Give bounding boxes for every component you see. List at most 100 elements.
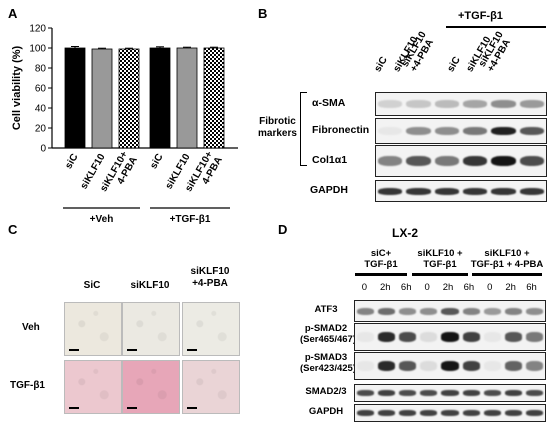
scale-bar — [127, 349, 137, 351]
group-label: siKLF10 + TGF-β1 — [417, 248, 463, 270]
blot-strip — [354, 384, 546, 402]
blot-strip — [375, 92, 547, 116]
y-tick-label: 60 — [35, 84, 47, 95]
micrograph-tile — [64, 302, 122, 356]
panel-a-letter: A — [8, 6, 18, 21]
band — [399, 390, 417, 396]
band — [378, 100, 403, 108]
band — [441, 410, 459, 416]
blot-strip — [375, 145, 547, 177]
band — [462, 332, 480, 342]
group-label: +TGF-β1 — [170, 214, 211, 225]
band — [504, 361, 522, 371]
band — [406, 187, 431, 195]
band — [406, 100, 431, 108]
micrograph-tile — [122, 302, 180, 356]
band — [525, 390, 543, 396]
blot-strip — [354, 352, 546, 380]
band — [378, 332, 396, 342]
band — [357, 361, 375, 371]
band — [434, 155, 459, 167]
timepoint-label: 0 — [361, 282, 368, 293]
western-blot-b: +TGF-β1 siC siKLF10 siKLF10 +4-PBA siC siKLF10… — [0, 0, 550, 215]
row-label: GAPDH — [310, 184, 348, 196]
band — [519, 100, 544, 108]
scale-bar — [69, 407, 79, 409]
row-label: ATF3 — [314, 304, 338, 315]
row-label: p-SMAD3 (Ser423/425) — [300, 352, 356, 374]
group-label: +Veh — [90, 214, 114, 225]
marker-bracket — [300, 92, 307, 166]
column-label: siKLF10 — [130, 280, 170, 291]
timepoint-label: 6h — [526, 282, 537, 293]
band — [462, 410, 480, 416]
scale-bar — [187, 349, 197, 351]
band — [491, 100, 516, 108]
row-label: α-SMA — [312, 97, 346, 109]
treatment-label: +TGF-β1 — [458, 10, 503, 22]
scale-bar — [187, 407, 197, 409]
group-line — [355, 273, 407, 276]
band — [378, 126, 403, 136]
row-label: Fibronectin — [312, 124, 370, 136]
blot-strip — [354, 323, 546, 351]
band — [525, 307, 543, 315]
band — [525, 410, 543, 416]
band — [519, 155, 544, 167]
band — [525, 332, 543, 342]
band — [462, 361, 480, 371]
band — [399, 307, 417, 315]
band — [406, 126, 431, 136]
timepoint-label: 6h — [463, 282, 475, 293]
band — [420, 361, 438, 371]
group-line — [472, 273, 542, 276]
y-tick-label: 0 — [40, 144, 46, 155]
band — [420, 390, 438, 396]
row-label: p-SMAD2 (Ser465/467) — [300, 323, 356, 345]
column-label: SiC — [83, 280, 101, 291]
band — [378, 390, 396, 396]
micrograph-tile — [182, 302, 240, 356]
band — [491, 187, 516, 195]
band — [463, 126, 488, 136]
row-label: SMAD2/3 — [305, 386, 347, 397]
band — [378, 361, 396, 371]
band — [378, 187, 403, 195]
histology-grid: SiC siKLF10 siKLF10 +4-PBA Veh TGF-β1 — [10, 266, 240, 414]
band — [399, 410, 417, 416]
timepoint-label: 2h — [380, 282, 391, 293]
y-tick-label: 20 — [35, 124, 47, 135]
band — [434, 187, 459, 195]
treatment-line — [446, 26, 546, 28]
band — [483, 332, 501, 342]
panel-b-letter: B — [258, 6, 268, 21]
band — [406, 155, 431, 167]
y-tick-label: 80 — [35, 64, 47, 75]
band — [357, 332, 375, 342]
group-line — [412, 273, 468, 276]
y-tick-label: 40 — [35, 104, 47, 115]
blot-strip — [354, 404, 546, 422]
band — [420, 307, 438, 315]
band — [378, 155, 403, 167]
band — [491, 126, 516, 136]
band — [441, 390, 459, 396]
band — [463, 187, 488, 195]
band — [420, 410, 438, 416]
band — [463, 155, 488, 167]
band — [441, 332, 459, 342]
band — [525, 361, 543, 371]
band — [378, 410, 396, 416]
band — [483, 390, 501, 396]
timepoint-label: 2h — [442, 282, 454, 293]
band — [462, 307, 480, 315]
group-label: Fibrotic markers — [258, 116, 297, 139]
scale-bar — [127, 407, 137, 409]
band — [504, 410, 522, 416]
group-label: siC+ TGF-β1 — [364, 248, 398, 270]
row-label: GAPDH — [308, 406, 344, 417]
band — [378, 307, 396, 315]
band — [504, 332, 522, 342]
